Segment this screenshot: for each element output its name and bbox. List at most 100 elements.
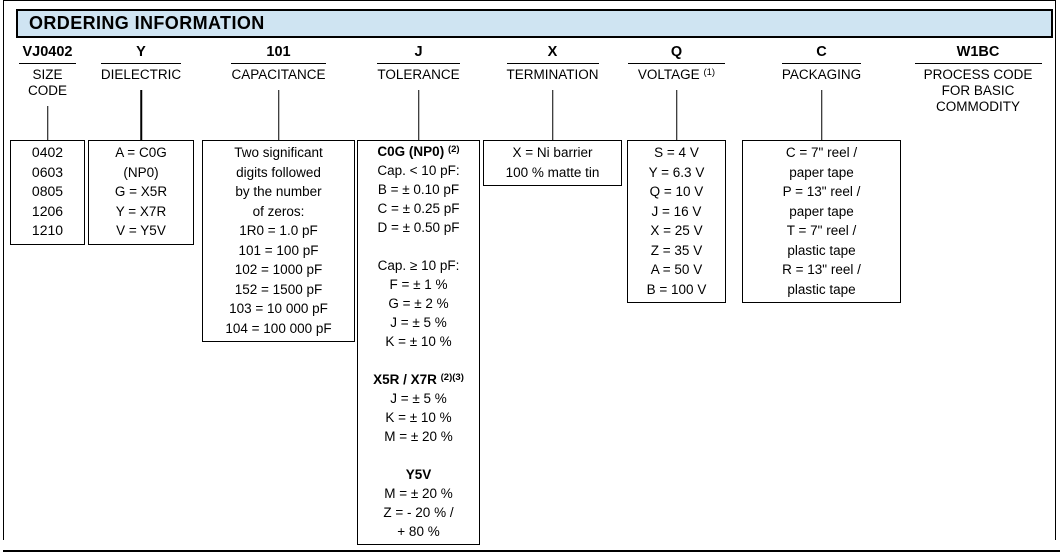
- capacitance-box: Two significant digits followed by the num…: [202, 140, 355, 342]
- box-line: M = ± 20 %: [384, 486, 453, 501]
- box-line: 152 = 1500 pF: [234, 281, 323, 297]
- box-line: Y = X7R: [115, 203, 167, 219]
- box-line: X = 25 V: [650, 223, 703, 238]
- page-divider-rule: [3, 550, 1060, 552]
- box-line: J = ± 5 %: [390, 315, 447, 330]
- section-title: ORDERING INFORMATION: [29, 13, 265, 33]
- box-line: 1R0 = 1.0 pF: [239, 223, 318, 238]
- box-line: Z = 35 V: [650, 242, 703, 258]
- connector-line: [277, 90, 280, 140]
- label-termination: TERMINATION: [506, 63, 599, 83]
- label-voltage: VOLTAGE (1): [628, 63, 725, 83]
- label-line: VOLTAGE (1): [637, 67, 716, 82]
- label-wrap: PACKAGING: [742, 63, 901, 84]
- column-tolerance: J TOLERANCE C0G (NP0) (2) Cap. < 10 pF: B …: [357, 44, 480, 545]
- box-line: Q = 10 V: [649, 184, 704, 199]
- box-line: T = 7" reel /: [786, 223, 857, 238]
- label-packaging: PACKAGING: [781, 63, 862, 83]
- box-line: Y = 6.3 V: [648, 164, 705, 180]
- column-size-code: VJ0402 SIZE CODE 0402 0603 0805 1206 1210: [10, 44, 85, 245]
- column-dielectric: Y DIELECTRIC A = C0G (NP0) G = X5R Y = X7R V…: [88, 44, 194, 245]
- label-capacitance: CAPACITANCE: [231, 63, 326, 83]
- termination-box: X = Ni barrier 100 % matte tin: [483, 140, 622, 186]
- box-line: 103 = 10 000 pF: [229, 301, 328, 316]
- label-line: CAPACITANCE: [231, 67, 326, 82]
- box-line: C0G (NP0) (2): [377, 144, 460, 159]
- box-line: K = ± 10 %: [385, 334, 452, 349]
- label-size-code: SIZE CODE: [19, 63, 76, 99]
- box-line: X5R / X7R (2)(3): [373, 372, 464, 387]
- box-line: + 80 %: [397, 524, 440, 539]
- code-capacitance: 101: [266, 44, 291, 60]
- box-line: F = ± 1 %: [389, 277, 448, 292]
- column-capacitance: 101 CAPACITANCE Two significant digits fo…: [202, 44, 355, 342]
- label-wrap: CAPACITANCE: [202, 63, 355, 84]
- label-wrap: PROCESS CODE FOR BASIC COMMODITY: [903, 63, 1053, 116]
- box-line: G = X5R: [114, 184, 168, 199]
- box-line: B = 100 V: [646, 281, 707, 297]
- connector-line: [675, 90, 678, 140]
- box-line: digits followed: [236, 164, 321, 180]
- footnote-ref: (2): [447, 144, 460, 155]
- box-line: 1206: [31, 202, 64, 219]
- column-termination: X TERMINATION X = Ni barrier 100 % matte …: [483, 44, 622, 186]
- box-line: 102 = 1000 pF: [234, 262, 323, 277]
- label-tolerance: TOLERANCE: [377, 63, 460, 83]
- label-wrap: VOLTAGE (1): [627, 63, 726, 84]
- code-voltage: Q: [670, 44, 683, 60]
- box-line: (NP0): [123, 164, 159, 180]
- box-line: M = ± 20 %: [384, 429, 453, 444]
- box-line: Z = - 20 % /: [383, 505, 454, 520]
- box-line: 101 = 100 pF: [238, 242, 319, 258]
- label-line: SIZE: [32, 67, 63, 82]
- spacer-line: [358, 446, 479, 465]
- box-line: Cap. ≥ 10 pF:: [377, 258, 460, 273]
- box-line: 104 = 100 000 pF: [225, 320, 332, 336]
- box-line: C = 7" reel /: [785, 145, 858, 160]
- box-line: S = 4 V: [654, 145, 699, 160]
- label-line: PROCESS CODE: [923, 67, 1033, 82]
- connector-line: [551, 90, 554, 140]
- code-packaging: C: [816, 44, 827, 60]
- box-line: of zeros:: [252, 203, 305, 219]
- box-line: V = Y5V: [116, 223, 166, 238]
- box-line: plastic tape: [787, 242, 856, 258]
- box-line: 100 % matte tin: [505, 164, 600, 180]
- code-process: W1BC: [956, 44, 1000, 60]
- tolerance-box: C0G (NP0) (2) Cap. < 10 pF: B = ± 0.10 pF C…: [357, 140, 480, 545]
- connector-line: [140, 90, 142, 140]
- dielectric-box: A = C0G (NP0) G = X5R Y = X7R V = Y5V: [88, 140, 194, 245]
- label-wrap: TERMINATION: [483, 63, 622, 84]
- connector-line: [820, 90, 823, 140]
- label-line: TERMINATION: [506, 67, 599, 82]
- box-line: 1210: [31, 222, 64, 238]
- box-line: paper tape: [789, 164, 854, 180]
- box-line: A = 50 V: [650, 262, 703, 277]
- section-header-bar: ORDERING INFORMATION: [16, 9, 1053, 38]
- label-line: FOR BASIC: [941, 83, 1015, 98]
- packaging-box: C = 7" reel / paper tape P = 13" reel / pap…: [742, 140, 901, 303]
- label-process-code: PROCESS CODE FOR BASIC COMMODITY: [914, 63, 1042, 115]
- box-line: 0805: [31, 183, 64, 199]
- box-line: J = 16 V: [651, 203, 702, 219]
- label-dielectric: DIELECTRIC: [100, 63, 182, 83]
- box-line: paper tape: [789, 203, 854, 219]
- box-line: R = 13" reel /: [782, 262, 861, 277]
- box-line: C = ± 0.25 pF: [377, 201, 460, 216]
- box-line: A = C0G: [115, 145, 167, 160]
- label-wrap: TOLERANCE: [357, 63, 480, 84]
- box-line: X = Ni barrier: [512, 145, 593, 160]
- code-tolerance: J: [414, 44, 423, 60]
- box-line: Two significant: [234, 145, 323, 160]
- outer-frame: [3, 0, 1056, 540]
- label-line: DIELECTRIC: [100, 67, 182, 82]
- label-line: TOLERANCE: [377, 67, 460, 82]
- column-voltage: Q VOLTAGE (1) S = 4 V Y = 6.3 V Q = 10 V J …: [627, 44, 726, 303]
- column-packaging: C PACKAGING C = 7" reel / paper tape P = 1…: [742, 44, 901, 303]
- box-line: G = ± 2 %: [388, 296, 449, 311]
- box-line: Cap. < 10 pF:: [377, 163, 460, 178]
- code-dielectric: Y: [136, 44, 146, 60]
- box-line: 0603: [31, 163, 64, 180]
- label-wrap: DIELECTRIC: [88, 63, 194, 84]
